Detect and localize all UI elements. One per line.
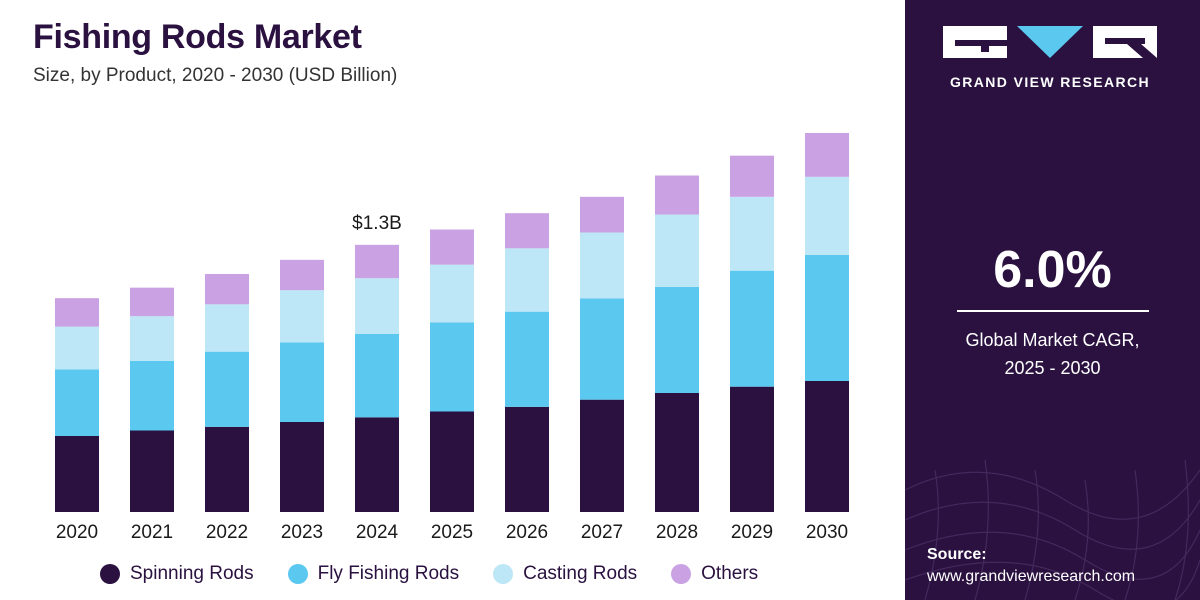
x-tick-label-2021: 2021 bbox=[131, 522, 173, 543]
legend-swatch-fly-fishing-rods bbox=[287, 564, 308, 584]
x-tick-label-2028: 2028 bbox=[656, 522, 698, 543]
bar-spinning-rods-2026 bbox=[505, 406, 549, 512]
bar-spinning-rods-2022 bbox=[205, 426, 249, 512]
bar-casting-rods-2026 bbox=[505, 248, 549, 312]
gvr-logo-mark-icon bbox=[943, 26, 1157, 58]
legend-label-casting-rods: Casting Rods bbox=[523, 563, 638, 584]
bar-others-2029 bbox=[730, 155, 774, 197]
cagr-divider bbox=[956, 310, 1149, 312]
bar-fly-fishing-rods-2024 bbox=[355, 334, 399, 418]
x-tick-label-2030: 2030 bbox=[806, 522, 848, 543]
bar-fly-fishing-rods-2023 bbox=[280, 342, 324, 422]
bar-fly-fishing-rods-2020 bbox=[55, 369, 99, 436]
chart-legend: Spinning Rods Fly Fishing Rods Casting Rod… bbox=[100, 563, 758, 585]
bar-fly-fishing-rods-2027 bbox=[580, 298, 624, 400]
bar-casting-rods-2028 bbox=[655, 214, 699, 287]
bar-fly-fishing-rods-2022 bbox=[205, 351, 249, 427]
bar-casting-rods-2029 bbox=[730, 196, 774, 271]
fishing-net-decoration bbox=[905, 459, 1200, 600]
legend-item-fly-fishing-rods: Fly Fishing Rods bbox=[287, 563, 460, 585]
chart-subtitle: Size, by Product, 2020 - 2030 (USD Billi… bbox=[33, 65, 398, 86]
grand-view-research-logo: GRAND VIEW RESEARCH bbox=[941, 22, 1159, 90]
x-tick-label-2025: 2025 bbox=[431, 522, 473, 543]
legend-item-others: Others bbox=[671, 563, 758, 585]
stacked-bar-chart: 2020 2021 2022 2023 2024 $1.3B 2025 2026 2027 202… bbox=[55, 133, 849, 543]
legend-swatch-others bbox=[671, 564, 692, 584]
bar-others-2024 bbox=[355, 244, 399, 279]
legend-swatch-casting-rods bbox=[493, 564, 514, 584]
bar-casting-rods-2024 bbox=[355, 278, 399, 334]
bar-casting-rods-2030 bbox=[805, 176, 849, 255]
bar-spinning-rods-2024 bbox=[355, 417, 399, 512]
bar-casting-rods-2021 bbox=[130, 316, 174, 361]
bar-others-2030 bbox=[805, 133, 849, 177]
chart-title: Fishing Rods Market bbox=[33, 18, 362, 56]
bar-others-2027 bbox=[580, 196, 624, 233]
legend-item-spinning-rods: Spinning Rods bbox=[100, 563, 254, 585]
x-tick-label-2022: 2022 bbox=[206, 522, 248, 543]
bar-spinning-rods-2030 bbox=[805, 381, 849, 512]
x-tick-label-2029: 2029 bbox=[731, 522, 773, 543]
cagr-label-line2: 2025 - 2030 bbox=[1004, 358, 1101, 378]
bar-casting-rods-2022 bbox=[205, 304, 249, 352]
legend-label-spinning-rods: Spinning Rods bbox=[130, 563, 254, 584]
bar-spinning-rods-2020 bbox=[55, 436, 99, 512]
bar-casting-rods-2027 bbox=[580, 232, 624, 299]
bar-fly-fishing-rods-2026 bbox=[505, 311, 549, 407]
x-tick-label-2023: 2023 bbox=[281, 522, 323, 543]
bar-fly-fishing-rods-2028 bbox=[655, 286, 699, 393]
bar-fly-fishing-rods-2029 bbox=[730, 270, 774, 387]
source-label: Source: bbox=[927, 546, 987, 563]
bar-fly-fishing-rods-2030 bbox=[805, 255, 849, 381]
data-label-2024: $1.3B bbox=[352, 213, 402, 234]
bar-fly-fishing-rods-2025 bbox=[430, 322, 474, 412]
cagr-label-line1: Global Market CAGR, bbox=[965, 330, 1140, 350]
legend-label-others: Others bbox=[701, 563, 759, 584]
bar-casting-rods-2023 bbox=[280, 290, 324, 343]
bar-others-2028 bbox=[655, 175, 699, 215]
bar-others-2025 bbox=[430, 229, 474, 265]
cagr-block: 6.0% Global Market CAGR, 2025 - 2030 bbox=[905, 240, 1200, 382]
chart-panel: Fishing Rods Market Size, by Product, 20… bbox=[33, 18, 849, 585]
source-url: www.grandviewresearch.com bbox=[927, 568, 1136, 585]
bar-spinning-rods-2025 bbox=[430, 411, 474, 512]
x-tick-label-2020: 2020 bbox=[56, 522, 98, 543]
bar-spinning-rods-2023 bbox=[280, 422, 324, 512]
bar-spinning-rods-2029 bbox=[730, 386, 774, 512]
source-block: Source: www.grandviewresearch.com bbox=[927, 544, 1135, 588]
logo-text: GRAND VIEW RESEARCH bbox=[949, 74, 1151, 90]
legend-item-casting-rods: Casting Rods bbox=[493, 563, 637, 585]
bar-others-2026 bbox=[505, 213, 549, 249]
bar-casting-rods-2020 bbox=[55, 326, 99, 370]
bar-spinning-rods-2028 bbox=[655, 393, 699, 512]
bar-others-2021 bbox=[130, 287, 174, 317]
bar-others-2023 bbox=[280, 259, 324, 291]
x-tick-label-2024: 2024 bbox=[356, 522, 399, 543]
legend-swatch-spinning-rods bbox=[100, 564, 120, 584]
bar-casting-rods-2025 bbox=[430, 264, 474, 323]
side-panel: GRAND VIEW RESEARCH 6.0% Global Market C… bbox=[905, 0, 1200, 600]
bar-others-2022 bbox=[205, 274, 249, 305]
bar-spinning-rods-2021 bbox=[130, 430, 174, 512]
x-tick-label-2027: 2027 bbox=[581, 522, 623, 543]
cagr-value: 6.0% bbox=[993, 241, 1112, 299]
x-tick-label-2026: 2026 bbox=[506, 522, 548, 543]
bar-spinning-rods-2027 bbox=[580, 399, 624, 512]
bar-fly-fishing-rods-2021 bbox=[130, 360, 174, 431]
legend-label-fly-fishing-rods: Fly Fishing Rods bbox=[317, 563, 460, 584]
bar-others-2020 bbox=[55, 298, 99, 327]
